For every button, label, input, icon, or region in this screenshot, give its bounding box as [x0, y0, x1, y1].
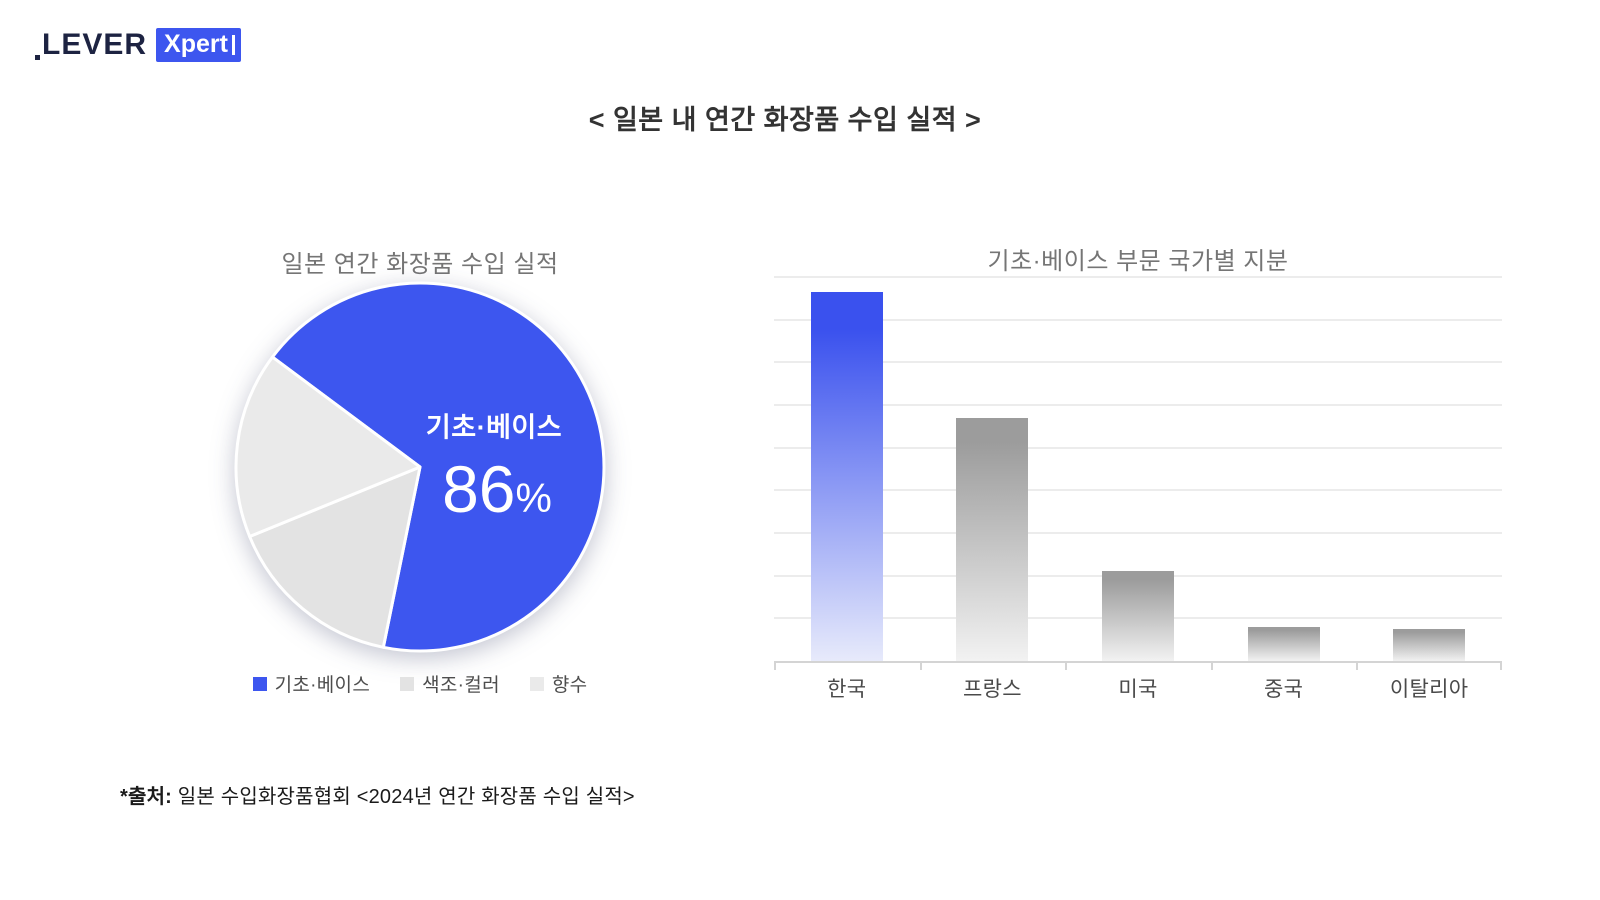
gridline — [774, 276, 1502, 278]
x-axis-tick — [1065, 661, 1068, 670]
x-axis-tick — [774, 661, 776, 670]
gridline — [774, 489, 1502, 492]
logo-product-badge: Xpert — [156, 28, 241, 62]
bar-category-label: 미국 — [1118, 678, 1158, 701]
bar-chart-category-labels: 한국 프랑스 미국 중국 이탈리아 — [774, 673, 1502, 703]
x-axis-tick — [1500, 661, 1502, 670]
pie-chart-svg — [234, 281, 606, 653]
bar-이탈리아 — [1393, 629, 1466, 661]
pie-slice-1 — [248, 465, 422, 649]
bar-중국 — [1247, 626, 1320, 661]
x-axis-tick — [919, 661, 922, 670]
pie-chart: 기초·베이스 86% — [233, 280, 607, 654]
x-axis-tick — [1356, 661, 1359, 670]
bar-chart-plot — [774, 276, 1502, 670]
x-axis-line — [774, 661, 1502, 663]
legend-label: 향수 — [551, 675, 588, 696]
logo-brand: LEVER — [35, 28, 148, 61]
logo-badge-bar-icon — [231, 34, 235, 55]
gridline — [774, 361, 1502, 364]
legend-label: 색조·컬러 — [422, 675, 500, 696]
bar-chart-title: 기초·베이스 부문 국가별 지분 — [987, 247, 1289, 275]
gridline — [774, 318, 1502, 321]
legend-item-0: 기초·베이스 — [252, 670, 371, 697]
source-note: *출처: 일본 수입화장품협회 <2024년 연간 화장품 수입 실적> — [120, 780, 635, 809]
legend-swatch-icon — [400, 676, 415, 691]
bar-category-label: 중국 — [1263, 678, 1304, 701]
bar-한국 — [810, 291, 883, 661]
bar-category-label: 한국 — [827, 678, 867, 701]
bar-프랑스 — [956, 417, 1029, 661]
pie-slice-2 — [234, 355, 422, 539]
source-note-prefix: *출처: — [120, 786, 173, 808]
pie-chart-title: 일본 연간 화장품 수입 실적 — [281, 250, 559, 278]
pie-slice-0 — [270, 281, 606, 653]
bar-미국 — [1102, 571, 1174, 661]
x-axis-tick — [1210, 661, 1213, 670]
source-note-text: 일본 수입화장품협회 <2024년 연간 화장품 수입 실적> — [172, 786, 635, 808]
pie-legend: 기초·베이스 색조·컬러 향수 — [183, 670, 657, 697]
logo-product-text: Xpert — [164, 30, 228, 58]
legend-item-2: 향수 — [529, 670, 588, 697]
logo: LEVER Xpert — [35, 28, 241, 62]
legend-swatch-icon — [529, 676, 544, 691]
gridline — [774, 404, 1502, 406]
bar-category-label: 이탈리아 — [1389, 678, 1469, 701]
bar-category-label: 프랑스 — [962, 678, 1022, 701]
page-title: < 일본 내 연간 화장품 수입 실적 > — [588, 105, 982, 136]
gridline — [774, 532, 1502, 534]
logo-brand-text: LEVER — [42, 28, 148, 61]
legend-label: 기초·베이스 — [274, 675, 371, 696]
legend-swatch-icon — [252, 676, 267, 691]
legend-item-1: 색조·컬러 — [400, 670, 500, 697]
logo-dot-icon — [35, 55, 40, 60]
gridline — [774, 446, 1502, 449]
